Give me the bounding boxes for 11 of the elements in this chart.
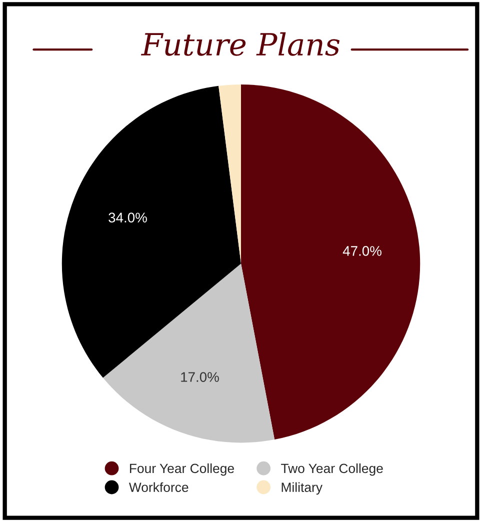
pie-slice: [241, 84, 420, 440]
data-label: 47.0%: [342, 246, 382, 256]
legend-label: Military: [282, 482, 322, 495]
pie-slice: [218, 84, 241, 264]
chart-title: Future Plans: [140, 32, 340, 56]
legend-label: Two Year College: [281, 463, 383, 476]
legend-label: Four Year College: [130, 463, 234, 476]
data-label: 34.0%: [108, 212, 147, 222]
data-label: 17.0%: [181, 372, 219, 382]
pie-slice: [102, 264, 275, 443]
legend-label: Workforce: [128, 482, 188, 492]
